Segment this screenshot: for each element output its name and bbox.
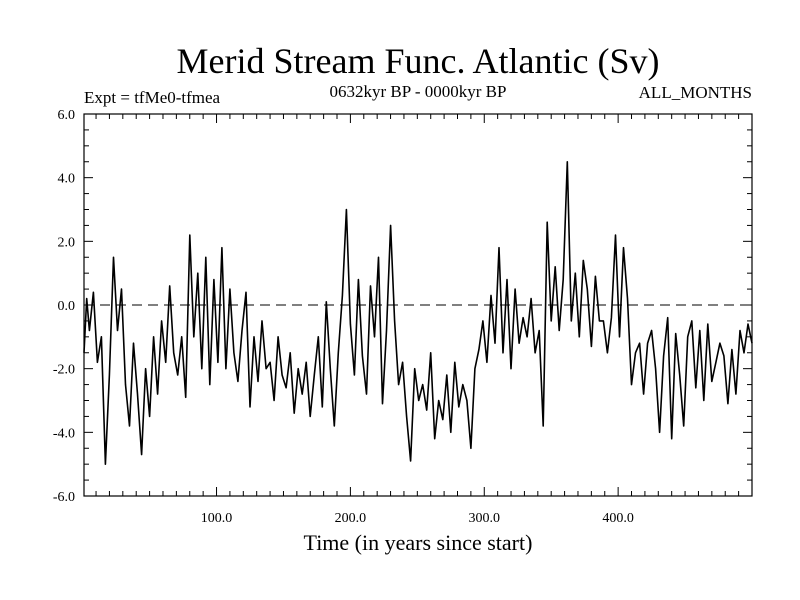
- months-label: ALL_MONTHS: [639, 83, 752, 102]
- x-tick-label: 300.0: [469, 511, 501, 526]
- x-tick-label: 400.0: [602, 511, 634, 526]
- period-label: 0632kyr BP - 0000kyr BP: [330, 82, 507, 101]
- chart-title: Merid Stream Func. Atlantic (Sv): [177, 41, 660, 81]
- x-tick-label: 100.0: [201, 511, 233, 526]
- x-axis-label: Time (in years since start): [304, 530, 533, 555]
- y-tick-label: -4.0: [53, 426, 75, 441]
- plot-area: 6.0 4.0 2.0 0.0 -2.0 -4.0 -6.0 100.0 200.0 300.0 4…: [53, 108, 753, 526]
- y-tick-label: 6.0: [58, 108, 76, 123]
- experiment-label: Expt = tfMe0-tfmea: [84, 88, 221, 107]
- y-tick-label: 0.0: [58, 299, 76, 314]
- x-tick-label: 200.0: [335, 511, 367, 526]
- y-tick-label: 2.0: [58, 235, 76, 250]
- y-tick-label: -6.0: [53, 490, 75, 505]
- y-tick-label: -2.0: [53, 363, 75, 378]
- series-line: [83, 161, 753, 466]
- y-tick-label: 4.0: [58, 172, 76, 187]
